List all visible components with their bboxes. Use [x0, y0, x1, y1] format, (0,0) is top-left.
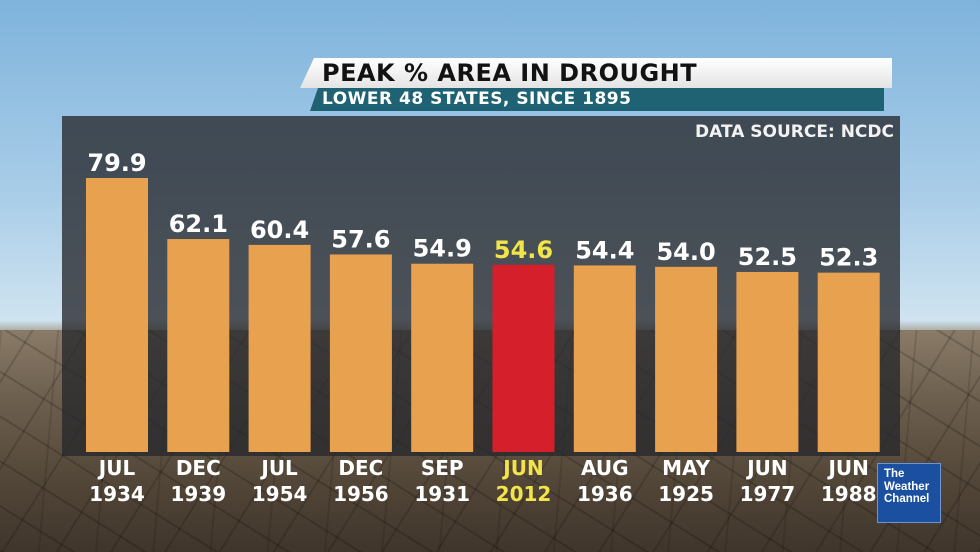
bar-2 — [248, 244, 311, 452]
value-label-9: 52.3 — [819, 244, 878, 272]
category-label-9-month: JUN — [826, 456, 868, 480]
bar-4 — [411, 263, 474, 452]
bar-9 — [817, 272, 880, 452]
value-label-7: 54.0 — [656, 238, 715, 266]
subtitle-banner — [310, 88, 884, 111]
category-label-2-year: 1954 — [252, 482, 308, 506]
value-label-3: 57.6 — [331, 225, 390, 253]
title-banner — [300, 58, 892, 88]
value-label-4: 54.9 — [413, 235, 472, 263]
data-source-label: DATA SOURCE: NCDC — [695, 122, 894, 142]
category-label-3-year: 1956 — [333, 482, 389, 506]
value-label-5: 54.6 — [494, 236, 553, 264]
category-label-8-month: JUN — [745, 456, 787, 480]
chart-subtitle: LOWER 48 STATES, SINCE 1895 — [322, 89, 632, 109]
bar-5 — [492, 264, 555, 452]
category-label-9-year: 1988 — [821, 482, 877, 506]
value-label-8: 52.5 — [738, 243, 797, 271]
category-label-0-year: 1934 — [89, 482, 145, 506]
category-label-5-year: 2012 — [496, 482, 552, 506]
category-label-1-year: 1939 — [170, 482, 226, 506]
bar-8 — [736, 271, 799, 452]
category-label-6-month: AUG — [581, 456, 629, 480]
category-label-2-month: JUL — [259, 456, 298, 480]
category-label-7-year: 1925 — [658, 482, 714, 506]
category-label-0-month: JUL — [97, 456, 136, 480]
value-label-6: 54.4 — [575, 236, 634, 264]
category-label-8-year: 1977 — [740, 482, 796, 506]
bar-3 — [329, 254, 392, 452]
category-label-5-month: JUN — [501, 456, 543, 480]
category-label-6-year: 1936 — [577, 482, 633, 506]
category-label-4-month: SEP — [421, 456, 464, 480]
category-label-4-year: 1931 — [414, 482, 470, 506]
weather-channel-logo: The Weather Channel — [877, 463, 941, 523]
category-label-3-month: DEC — [338, 456, 383, 480]
value-label-0: 79.9 — [87, 149, 146, 177]
category-label-7-month: MAY — [662, 456, 710, 480]
bar-1 — [167, 239, 230, 452]
value-label-1: 62.1 — [169, 210, 228, 238]
bar-6 — [573, 265, 636, 452]
category-label-1-month: DEC — [176, 456, 221, 480]
bar-7 — [655, 266, 718, 452]
value-label-2: 60.4 — [250, 216, 309, 244]
chart-title: PEAK % AREA IN DROUGHT — [322, 59, 698, 87]
bar-0 — [86, 178, 148, 452]
